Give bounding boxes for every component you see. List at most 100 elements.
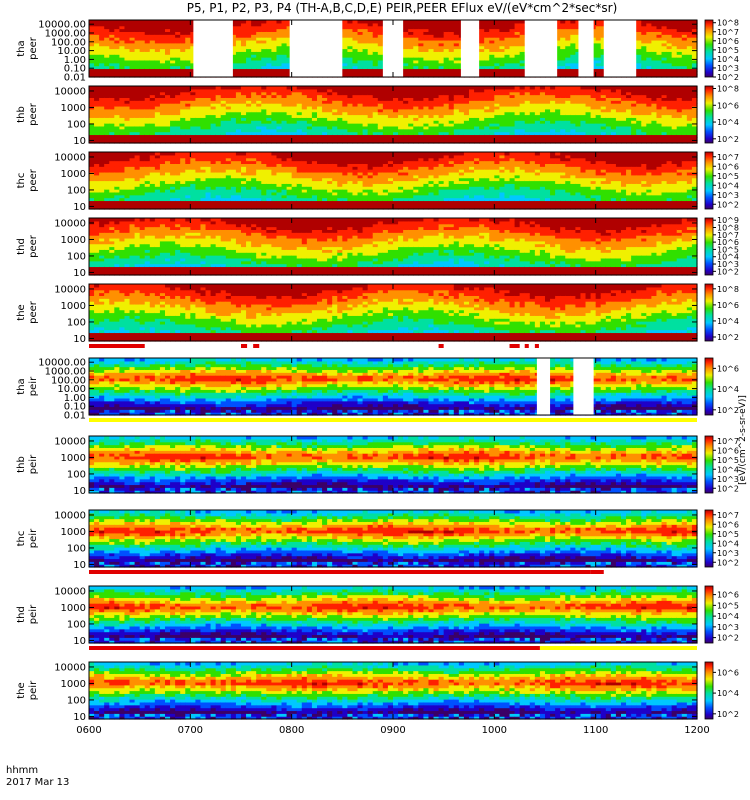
mode-bar-0-segment-0 — [89, 344, 145, 348]
colorbar-tick-tha_peer-3: 10^5 — [717, 46, 739, 55]
colorbar-tick-thb_peer-1: 10^6 — [717, 101, 739, 110]
colorbar-tick-thd_peer-4: 10^5 — [717, 245, 739, 254]
spectrogram-the_peer — [89, 284, 698, 342]
ytick-label-thd_peer-2: 100 — [67, 251, 86, 262]
colorbar-thd_peir — [704, 585, 714, 644]
ytick-label-thd_peer-0: 10000 — [54, 218, 86, 229]
mode-bars — [89, 344, 697, 650]
ytick-label-tha_peer-4: 1.00 — [64, 55, 86, 66]
colorbar-tick-thc_peer-1: 10^6 — [717, 162, 739, 171]
colorbar-tha_peer — [704, 19, 714, 78]
xtick-label-0: 0600 — [76, 725, 101, 736]
mode-bar-1-segment-0 — [89, 418, 697, 422]
colorbar-tick-thc_peir-4: 10^3 — [717, 549, 739, 558]
ytick-label-tha_peer-0: 10000.00 — [38, 20, 86, 31]
data-gap-tha_peer-6 — [603, 20, 637, 77]
panel-the_peer: the peer 10000 1000 100 10 10^8 10^6 10^4 10^2 — [16, 283, 739, 345]
panel-label-bottom-tha_peir: peir — [28, 376, 39, 396]
ytick-label-thb_peir-0: 10000 — [54, 436, 86, 447]
colorbar-tick-thb_peir-5: 10^2 — [717, 484, 739, 493]
ytick-label-thd_peir-0: 10000 — [54, 586, 86, 597]
ytick-label-thb_peir-3: 10 — [73, 486, 86, 497]
ytick-label-thb_peir-2: 100 — [67, 469, 86, 480]
colorbar-tick-thb_peir-3: 10^4 — [717, 465, 739, 474]
ytick-label-the_peir-1: 1000 — [61, 679, 86, 690]
colorbar-tick-thc_peer-2: 10^5 — [717, 172, 739, 181]
xtick-label-2: 0800 — [279, 725, 304, 736]
data-gap-tha_peer-0 — [193, 20, 233, 77]
ytick-label-thb_peir-1: 1000 — [61, 453, 86, 464]
spectrogram-thd_peir — [89, 586, 698, 644]
ytick-label-tha_peir-6: 0.01 — [64, 411, 86, 422]
ytick-label-thb_peer-1: 1000 — [61, 103, 86, 114]
ytick-label-thd_peer-3: 10 — [73, 268, 86, 279]
colorbar-tick-the_peer-1: 10^6 — [717, 301, 739, 310]
colorbar-label-electron: [eV/(cm^2-s-sr-eV)] — [738, 395, 748, 485]
colorbar-thd_peer — [704, 217, 714, 276]
panel-thc_peer: thc peer1000010001001010^710^610^510^410^… — [16, 151, 739, 213]
ytick-label-thc_peer-1: 1000 — [61, 169, 86, 180]
ytick-label-tha_peir-1: 1000.00 — [45, 366, 86, 377]
panel-label-top-thd_peer: thd — [16, 238, 27, 255]
ytick-label-thc_peir-1: 1000 — [61, 527, 86, 538]
mode-bar-0-segment-5 — [524, 344, 529, 348]
panel-stack: tha peer10000.001000.00100.0010.001.000.1… — [16, 19, 739, 723]
data-gap-tha_peer-2 — [382, 20, 404, 77]
colorbar-tick-tha_peer-1: 10^7 — [717, 28, 739, 37]
panel-label-bottom-thc_peir: peir — [28, 528, 39, 548]
colorbar-tick-thc_peer-0: 10^7 — [717, 153, 739, 162]
time-axis-label-date: 2017 Mar 13 — [6, 777, 69, 788]
colorbar-tick-thc_peer-4: 10^3 — [717, 191, 739, 200]
colorbar-thc_peer — [704, 151, 714, 210]
ytick-label-tha_peir-4: 1.00 — [64, 393, 86, 404]
ytick-label-tha_peer-6: 0.01 — [64, 73, 86, 84]
colorbar-tick-thb_peer-3: 10^2 — [717, 135, 739, 144]
ytick-label-thd_peir-2: 100 — [67, 619, 86, 630]
colorbar-tick-the_peir-2: 10^2 — [717, 710, 739, 719]
panel-label-top-thb_peir: thb — [16, 456, 27, 473]
ytick-label-thb_peer-3: 10 — [73, 136, 86, 147]
panel-label-top-thd_peir: thd — [16, 606, 27, 623]
colorbar-tick-thd_peer-5: 10^4 — [717, 253, 739, 262]
colorbar-tick-the_peir-0: 10^6 — [717, 668, 739, 677]
colorbar-tick-thb_peir-2: 10^5 — [717, 456, 739, 465]
data-gap-tha_peer-5 — [578, 20, 594, 77]
panel-label-top-tha_peir: tha — [16, 378, 27, 394]
time-axis-label-hhmm: hhmm — [6, 765, 38, 776]
ytick-label-the_peir-0: 10000 — [54, 662, 86, 673]
panel-label-top-the_peer: the — [16, 304, 27, 320]
colorbar-the_peir — [704, 661, 714, 720]
colorbar-tick-tha_peir-0: 10^6 — [717, 364, 739, 373]
mode-bar-0-segment-3 — [438, 344, 444, 348]
spectrogram-the_peir — [89, 662, 698, 720]
mode-bar-0-segment-4 — [509, 344, 520, 348]
panel-label-bottom-tha_peer: peer — [28, 36, 39, 60]
colorbar-tick-thd_peir-1: 10^5 — [717, 601, 739, 610]
ytick-label-the_peer-2: 100 — [67, 317, 86, 328]
colorbar-tick-the_peir-1: 10^4 — [717, 689, 739, 698]
mode-bar-3-segment-0 — [89, 646, 540, 650]
colorbar-tick-the_peer-2: 10^4 — [717, 317, 739, 326]
colorbar-tick-thd_peer-2: 10^7 — [717, 231, 739, 240]
colorbar-tick-thb_peer-0: 10^8 — [717, 85, 739, 94]
colorbar-tick-thd_peer-6: 10^3 — [717, 260, 739, 269]
panel-thb_peer: thb peer 10000 1000 100 10 10^8 10^6 10^4 10^2 — [16, 85, 739, 147]
ytick-label-tha_peer-2: 100.00 — [51, 37, 86, 48]
panel-label-bottom-the_peer: peer — [28, 300, 39, 324]
ytick-label-tha_peer-1: 1000.00 — [45, 28, 86, 39]
panel-label-bottom-the_peir: peir — [28, 680, 39, 700]
data-gap-tha_peir-1 — [573, 358, 594, 415]
panel-label-top-thb_peer: thb — [16, 106, 27, 123]
ytick-label-the_peir-3: 10 — [73, 712, 86, 723]
colorbar-tick-thb_peir-1: 10^6 — [717, 446, 739, 455]
panel-label-top-thc_peer: thc — [16, 173, 27, 189]
panel-the_peir: the peir 10000 1000 100 10 10^6 10^4 10^2 — [16, 661, 739, 723]
panel-label-bottom-thb_peer: peer — [28, 102, 39, 126]
colorbar-tick-thd_peer-1: 10^8 — [717, 224, 739, 233]
mode-bar-3-segment-1 — [539, 646, 697, 650]
ytick-label-tha_peir-0: 10000.00 — [38, 358, 86, 369]
colorbar-tick-thc_peer-5: 10^2 — [717, 200, 739, 209]
colorbar-thc_peir — [704, 509, 714, 568]
ytick-label-thd_peir-1: 1000 — [61, 603, 86, 614]
panel-thd_peer: thd peer1000010001001010^910^810^710^610^… — [16, 216, 739, 279]
